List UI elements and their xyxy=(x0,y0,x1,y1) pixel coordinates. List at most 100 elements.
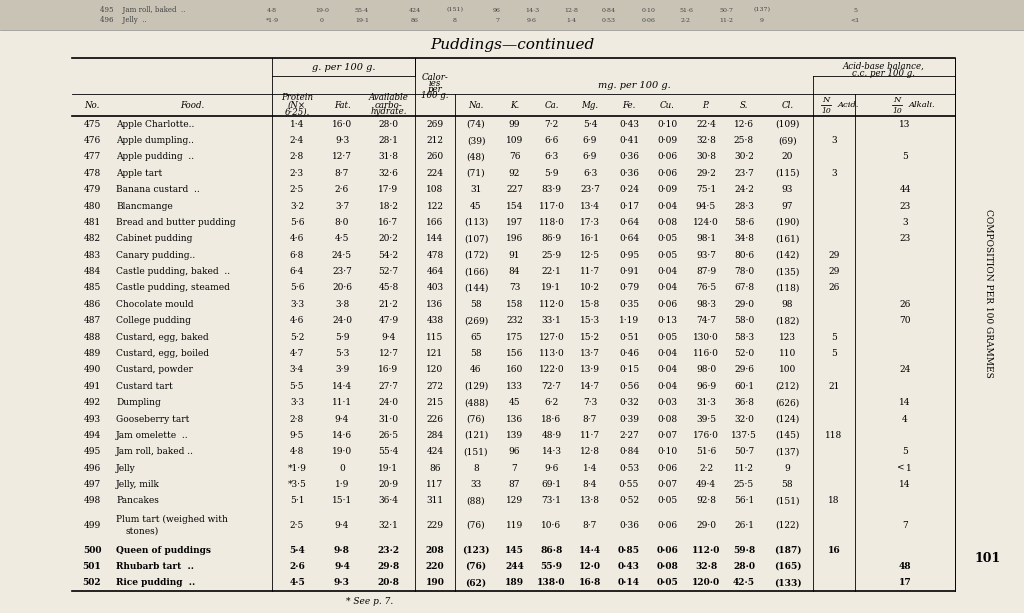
Text: 166: 166 xyxy=(426,218,443,227)
Text: 58·0: 58·0 xyxy=(734,316,754,326)
Text: 76·5: 76·5 xyxy=(696,283,716,292)
Text: (142): (142) xyxy=(775,251,800,260)
Text: No.: No. xyxy=(84,101,99,110)
Text: 19·0: 19·0 xyxy=(332,447,352,456)
Text: 479: 479 xyxy=(83,185,100,194)
Text: 403: 403 xyxy=(426,283,443,292)
Text: 0·15: 0·15 xyxy=(618,365,639,375)
Text: 0·04: 0·04 xyxy=(657,365,678,375)
Text: 3·7: 3·7 xyxy=(335,202,349,211)
Text: 78·0: 78·0 xyxy=(734,267,754,276)
Text: 0·36: 0·36 xyxy=(618,521,639,530)
Text: 11·7: 11·7 xyxy=(580,431,600,440)
Text: 5·3: 5·3 xyxy=(335,349,349,358)
Text: Na.: Na. xyxy=(468,101,483,110)
Text: 14·3: 14·3 xyxy=(525,7,539,12)
Text: 5·6: 5·6 xyxy=(290,218,304,227)
Text: 0·24: 0·24 xyxy=(618,185,639,194)
Text: 4: 4 xyxy=(902,414,908,424)
Text: 16: 16 xyxy=(827,546,841,555)
Text: 3·4: 3·4 xyxy=(290,365,304,375)
Text: 32·0: 32·0 xyxy=(734,414,754,424)
Text: (488): (488) xyxy=(464,398,488,407)
Text: Custard, powder: Custard, powder xyxy=(116,365,193,375)
Text: (115): (115) xyxy=(775,169,800,178)
Text: 44: 44 xyxy=(899,185,910,194)
Text: 122·0: 122·0 xyxy=(539,365,564,375)
Text: 0·64: 0·64 xyxy=(618,234,639,243)
Text: Fe.: Fe. xyxy=(623,101,636,110)
Text: (62): (62) xyxy=(466,578,486,587)
Text: (107): (107) xyxy=(464,234,488,243)
Text: Canary pudding..: Canary pudding.. xyxy=(116,251,196,260)
Text: 29·0: 29·0 xyxy=(696,521,716,530)
Text: 0·05: 0·05 xyxy=(657,497,678,505)
Text: 0·06: 0·06 xyxy=(657,153,678,161)
Text: 9·8: 9·8 xyxy=(334,546,350,555)
Text: 502: 502 xyxy=(83,578,101,587)
Text: 0·06: 0·06 xyxy=(657,463,678,473)
Text: 495: 495 xyxy=(83,447,100,456)
Text: 24·2: 24·2 xyxy=(734,185,754,194)
Text: 32·6: 32·6 xyxy=(379,169,398,178)
Text: 19·1: 19·1 xyxy=(379,463,398,473)
Text: c.c. per 100 g.: c.c. per 100 g. xyxy=(853,69,915,77)
Text: 17·9: 17·9 xyxy=(379,185,398,194)
Text: 21: 21 xyxy=(828,382,840,390)
Text: (137): (137) xyxy=(754,7,770,13)
Text: 16·7: 16·7 xyxy=(379,218,398,227)
Text: 24·5: 24·5 xyxy=(332,251,352,260)
Text: 496: 496 xyxy=(83,463,100,473)
Text: 5·9: 5·9 xyxy=(544,169,559,178)
Text: 8·7: 8·7 xyxy=(583,521,597,530)
Text: 20·9: 20·9 xyxy=(379,480,398,489)
Text: 175: 175 xyxy=(506,333,523,341)
Text: 23·7: 23·7 xyxy=(332,267,352,276)
Text: 17: 17 xyxy=(899,578,911,587)
Text: 54·2: 54·2 xyxy=(379,251,398,260)
Text: 0·07: 0·07 xyxy=(657,480,678,489)
Text: 215: 215 xyxy=(426,398,443,407)
Text: 72·7: 72·7 xyxy=(542,382,561,390)
Text: N: N xyxy=(822,96,829,104)
Text: 0·06: 0·06 xyxy=(642,18,656,23)
Text: 96: 96 xyxy=(509,447,520,456)
Text: 0·64: 0·64 xyxy=(618,218,639,227)
Text: 92: 92 xyxy=(509,169,520,178)
Text: 13·8: 13·8 xyxy=(580,497,600,505)
Text: 123: 123 xyxy=(779,333,796,341)
Text: 478: 478 xyxy=(426,251,443,260)
Text: 501: 501 xyxy=(83,562,101,571)
Text: 11·2: 11·2 xyxy=(734,463,754,473)
Text: 0·91: 0·91 xyxy=(618,267,639,276)
Text: 9: 9 xyxy=(760,18,764,23)
Text: 97: 97 xyxy=(781,202,794,211)
Text: 0: 0 xyxy=(339,463,345,473)
Text: 24·0: 24·0 xyxy=(379,398,398,407)
Text: Cu.: Cu. xyxy=(660,101,675,110)
Text: Castle pudding, baked  ..: Castle pudding, baked .. xyxy=(116,267,230,276)
Text: 96: 96 xyxy=(494,7,501,12)
Text: 92·8: 92·8 xyxy=(696,497,716,505)
Text: Custard, egg, boiled: Custard, egg, boiled xyxy=(116,349,209,358)
Text: 15·1: 15·1 xyxy=(332,497,352,505)
Text: 47·9: 47·9 xyxy=(379,316,398,326)
Text: carbo-: carbo- xyxy=(375,101,402,110)
Text: 0·06: 0·06 xyxy=(657,169,678,178)
Text: 5·6: 5·6 xyxy=(290,283,304,292)
Text: (166): (166) xyxy=(464,267,488,276)
Text: 51·6: 51·6 xyxy=(696,447,716,456)
Text: 20·8: 20·8 xyxy=(378,578,399,587)
Text: 0: 0 xyxy=(319,18,324,23)
Text: 269: 269 xyxy=(426,120,443,129)
Text: 2·5: 2·5 xyxy=(290,185,304,194)
Text: 120: 120 xyxy=(426,365,443,375)
Text: 96·9: 96·9 xyxy=(696,382,716,390)
Text: (74): (74) xyxy=(467,120,485,129)
Text: 110: 110 xyxy=(779,349,796,358)
Text: Calor-: Calor- xyxy=(422,74,449,83)
Text: 6·6: 6·6 xyxy=(545,136,559,145)
Text: 48·9: 48·9 xyxy=(542,431,561,440)
Text: 14·4: 14·4 xyxy=(579,546,601,555)
Text: P.: P. xyxy=(702,101,710,110)
